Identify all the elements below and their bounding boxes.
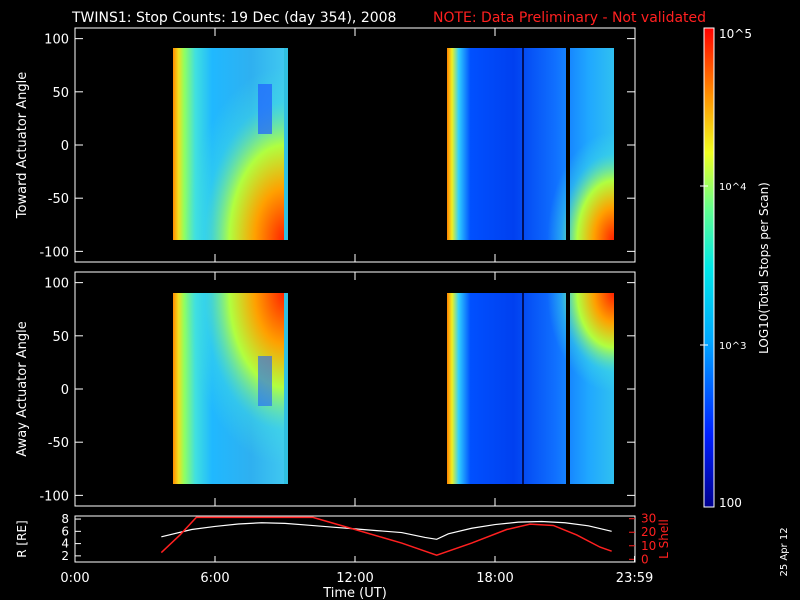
x-tick-label: 12:00 [336, 571, 373, 586]
away-heatmap-block-2 [447, 293, 614, 488]
x-tick-label: 0:00 [60, 571, 89, 586]
y-tick-label: 50 [52, 330, 69, 345]
colorbar-tick-1e3: 10^3 [719, 341, 746, 352]
lshell-trace [160, 516, 612, 557]
lshell-axis-label: L Shell [657, 519, 671, 559]
x-tick-label: 18:00 [476, 571, 513, 586]
y-tick-label: -50 [48, 192, 69, 207]
y-tick-label: 0 [61, 383, 69, 398]
r-tick-label: 8 [61, 512, 69, 526]
validation-note: NOTE: Data Preliminary - Not validated [433, 10, 706, 26]
x-axis-label: Time (UT) [322, 586, 387, 600]
orbit-panel-frame [74, 515, 636, 563]
y-tick-label: 50 [52, 86, 69, 101]
colorbar-tick-bottom: 100 [719, 496, 742, 510]
x-tick-label: 6:00 [200, 571, 229, 586]
r-axis-label: R [RE] [15, 520, 29, 557]
y-tick-label: -100 [39, 245, 69, 260]
away-panel [74, 271, 636, 507]
lshell-tick-label: 20 [641, 525, 656, 539]
chart-title: TWINS1: Stop Counts: 19 Dec (day 354), 2… [71, 10, 396, 26]
r-trace [161, 520, 612, 540]
away-axis-label: Away Actuator Angle [15, 321, 30, 456]
away-heatmap-block-1 [173, 293, 285, 484]
side-date: 25 Apr 12 [779, 527, 790, 576]
x-tick-label: 23:59 [616, 571, 653, 586]
colorbar: 10^5 10^4 10^3 100 LOG10(Total Stops per… [700, 27, 771, 510]
toward-heatmap-stripe [284, 48, 288, 240]
toward-heatmap-block-1 [173, 48, 285, 240]
away-heatmap-stripe [284, 293, 288, 484]
colorbar-tick-1e4: 10^4 [719, 182, 746, 193]
orbit-panel [74, 515, 636, 563]
toward-axis-label: Toward Actuator Angle [15, 72, 30, 219]
lshell-tick-label: 30 [641, 512, 656, 526]
lshell-tick-label: 0 [641, 552, 649, 566]
toward-heatmap-block-2 [447, 48, 614, 244]
y-tick-label: 100 [44, 277, 69, 292]
colorbar-label: LOG10(Total Stops per Scan) [757, 182, 771, 354]
toward-panel [74, 27, 636, 263]
colorbar-tick-top: 10^5 [719, 27, 752, 41]
r-tick-label: 4 [61, 537, 69, 551]
lshell-tick-label: 10 [641, 539, 656, 553]
y-tick-label: 100 [44, 33, 69, 48]
colorbar-gradient [703, 27, 715, 508]
r-tick-label: 6 [61, 524, 69, 538]
y-tick-label: -100 [39, 489, 69, 504]
r-tick-label: 2 [61, 549, 69, 563]
y-tick-label: 0 [61, 139, 69, 154]
y-tick-label: -50 [48, 436, 69, 451]
